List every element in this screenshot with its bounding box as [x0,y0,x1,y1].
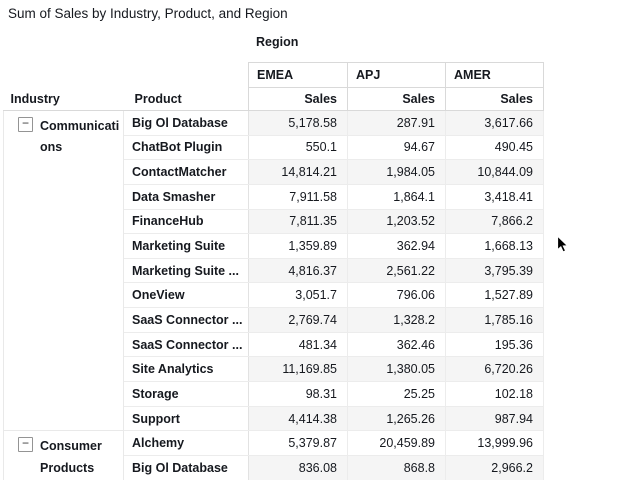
sales-value-cell[interactable]: 4,816.37 [248,258,348,284]
table-row: ChatBot Plugin 550.1 94.67 490.45 [4,135,544,161]
table-row: ContactMatcher 14,814.21 1,984.05 10,844… [4,159,544,185]
sales-value-cell[interactable]: 1,328.2 [347,307,446,333]
industry-group-communications[interactable]: − Communications [3,110,124,432]
sales-value-cell[interactable]: 6,720.26 [445,356,544,383]
product-cell[interactable]: FinanceHub [123,209,249,235]
sales-value-cell[interactable]: 1,265.26 [347,406,446,432]
sales-value-cell[interactable]: 550.1 [248,135,348,161]
industry-group-label: Consumer Products [40,439,102,475]
sales-value-cell[interactable]: 1,527.89 [445,282,544,309]
sales-value-cell[interactable]: 2,561.22 [347,258,446,284]
collapse-group-icon[interactable]: − [18,437,33,453]
visual-title: Sum of Sales by Industry, Product, and R… [8,6,288,21]
table-row: SaaS Connector ... 2,769.74 1,328.2 1,78… [4,307,544,333]
product-row-header[interactable]: Product [123,87,249,111]
product-cell[interactable]: Support [123,406,249,432]
sales-measure-header-emea[interactable]: Sales [248,87,348,111]
sales-value-cell[interactable]: 1,359.89 [248,233,348,259]
sales-value-cell[interactable]: 2,966.2 [445,455,544,480]
sales-value-cell[interactable]: 868.8 [347,455,446,480]
table-row: Marketing Suite ... 4,816.37 2,561.22 3,… [4,258,544,284]
sales-value-cell[interactable]: 7,811.35 [248,209,348,235]
table-row: Support 4,414.38 1,265.26 987.94 [4,406,544,432]
sales-value-cell[interactable]: 5,379.87 [248,430,348,456]
region-header-row: EMEA APJ AMER [3,62,544,88]
table-row: FinanceHub 7,811.35 1,203.52 7,866.2 [4,209,544,235]
sales-value-cell[interactable]: 362.46 [347,332,446,358]
product-cell[interactable]: Data Smasher [123,184,249,210]
sales-value-cell[interactable]: 5,178.58 [248,110,348,136]
industry-group-label: Communications [40,119,120,155]
table-row: Data Smasher 7,911.58 1,864.1 3,418.41 [4,184,544,210]
product-cell[interactable]: SaaS Connector ... [123,332,249,358]
measure-header-row: Industry Product Sales Sales Sales [3,87,544,111]
sales-value-cell[interactable]: 10,844.09 [445,159,544,185]
product-cell[interactable]: Marketing Suite [123,233,249,259]
product-cell[interactable]: SaaS Connector ... [123,307,249,333]
sales-value-cell[interactable]: 3,051.7 [248,282,348,309]
sales-value-cell[interactable]: 3,418.41 [445,184,544,210]
sales-value-cell[interactable]: 7,911.58 [248,184,348,210]
table-row: Big Ol Database 836.08 868.8 2,966.2 [4,455,544,480]
industry-group-consumer-products[interactable]: − Consumer Products [3,430,124,480]
sales-measure-header-amer[interactable]: Sales [445,87,544,111]
sales-value-cell[interactable]: 3,617.66 [445,110,544,136]
sales-value-cell[interactable]: 987.94 [445,406,544,432]
sales-value-cell[interactable]: 11,169.85 [248,356,348,383]
sales-value-cell[interactable]: 7,866.2 [445,209,544,235]
sales-measure-header-apj[interactable]: Sales [347,87,446,111]
pivot-table: EMEA APJ AMER Industry Product Sales Sal… [3,62,544,480]
sales-value-cell[interactable]: 102.18 [445,381,544,407]
sales-value-cell[interactable]: 2,769.74 [248,307,348,333]
product-cell[interactable]: OneView [123,282,249,309]
table-row: OneView 3,051.7 796.06 1,527.89 [4,282,544,309]
industry-row-header[interactable]: Industry [3,87,124,111]
sales-value-cell[interactable]: 25.25 [347,381,446,407]
product-cell[interactable]: Big Ol Database [123,455,249,480]
product-cell[interactable]: Alchemy [123,430,249,456]
sales-value-cell[interactable]: 98.31 [248,381,348,407]
sales-value-cell[interactable]: 4,414.38 [248,406,348,432]
sales-value-cell[interactable]: 836.08 [248,455,348,480]
sales-value-cell[interactable]: 362.94 [347,233,446,259]
sales-value-cell[interactable]: 3,795.39 [445,258,544,284]
sales-value-cell[interactable]: 796.06 [347,282,446,309]
table-row: Marketing Suite 1,359.89 362.94 1,668.13 [4,233,544,259]
region-column-header-amer[interactable]: AMER [445,62,544,88]
sales-value-cell[interactable]: 94.67 [347,135,446,161]
sales-value-cell[interactable]: 20,459.89 [347,430,446,456]
table-row: − Communications Big Ol Database 5,178.5… [3,110,544,432]
sales-value-cell[interactable]: 1,203.52 [347,209,446,235]
sales-value-cell[interactable]: 490.45 [445,135,544,161]
sales-value-cell[interactable]: 1,668.13 [445,233,544,259]
sales-value-cell[interactable]: 14,814.21 [248,159,348,185]
product-cell[interactable]: Storage [123,381,249,407]
sales-value-cell[interactable]: 13,999.96 [445,430,544,456]
table-row: Site Analytics 11,169.85 1,380.05 6,720.… [4,356,544,383]
product-cell[interactable]: Marketing Suite ... [123,258,249,284]
product-cell[interactable]: ChatBot Plugin [123,135,249,161]
sales-value-cell[interactable]: 287.91 [347,110,446,136]
region-column-header-emea[interactable]: EMEA [248,62,348,88]
product-cell[interactable]: ContactMatcher [123,159,249,185]
table-row: − Consumer Products Alchemy 5,379.87 20,… [3,430,544,480]
sales-value-cell[interactable]: 195.36 [445,332,544,358]
table-row: SaaS Connector ... 481.34 362.46 195.36 [4,332,544,358]
sales-value-cell[interactable]: 1,864.1 [347,184,446,210]
header-spacer [3,62,249,88]
region-column-header-apj[interactable]: APJ [347,62,446,88]
sales-value-cell[interactable]: 1,380.05 [347,356,446,383]
product-cell[interactable]: Big Ol Database [123,110,249,136]
collapse-group-icon[interactable]: − [18,117,33,132]
sales-value-cell[interactable]: 1,984.05 [347,159,446,185]
column-field-label: Region [256,35,299,49]
table-row: Storage 98.31 25.25 102.18 [4,381,544,407]
sales-value-cell[interactable]: 1,785.16 [445,307,544,333]
mouse-cursor [556,235,569,253]
sales-value-cell[interactable]: 481.34 [248,332,348,358]
product-cell[interactable]: Site Analytics [123,356,249,383]
